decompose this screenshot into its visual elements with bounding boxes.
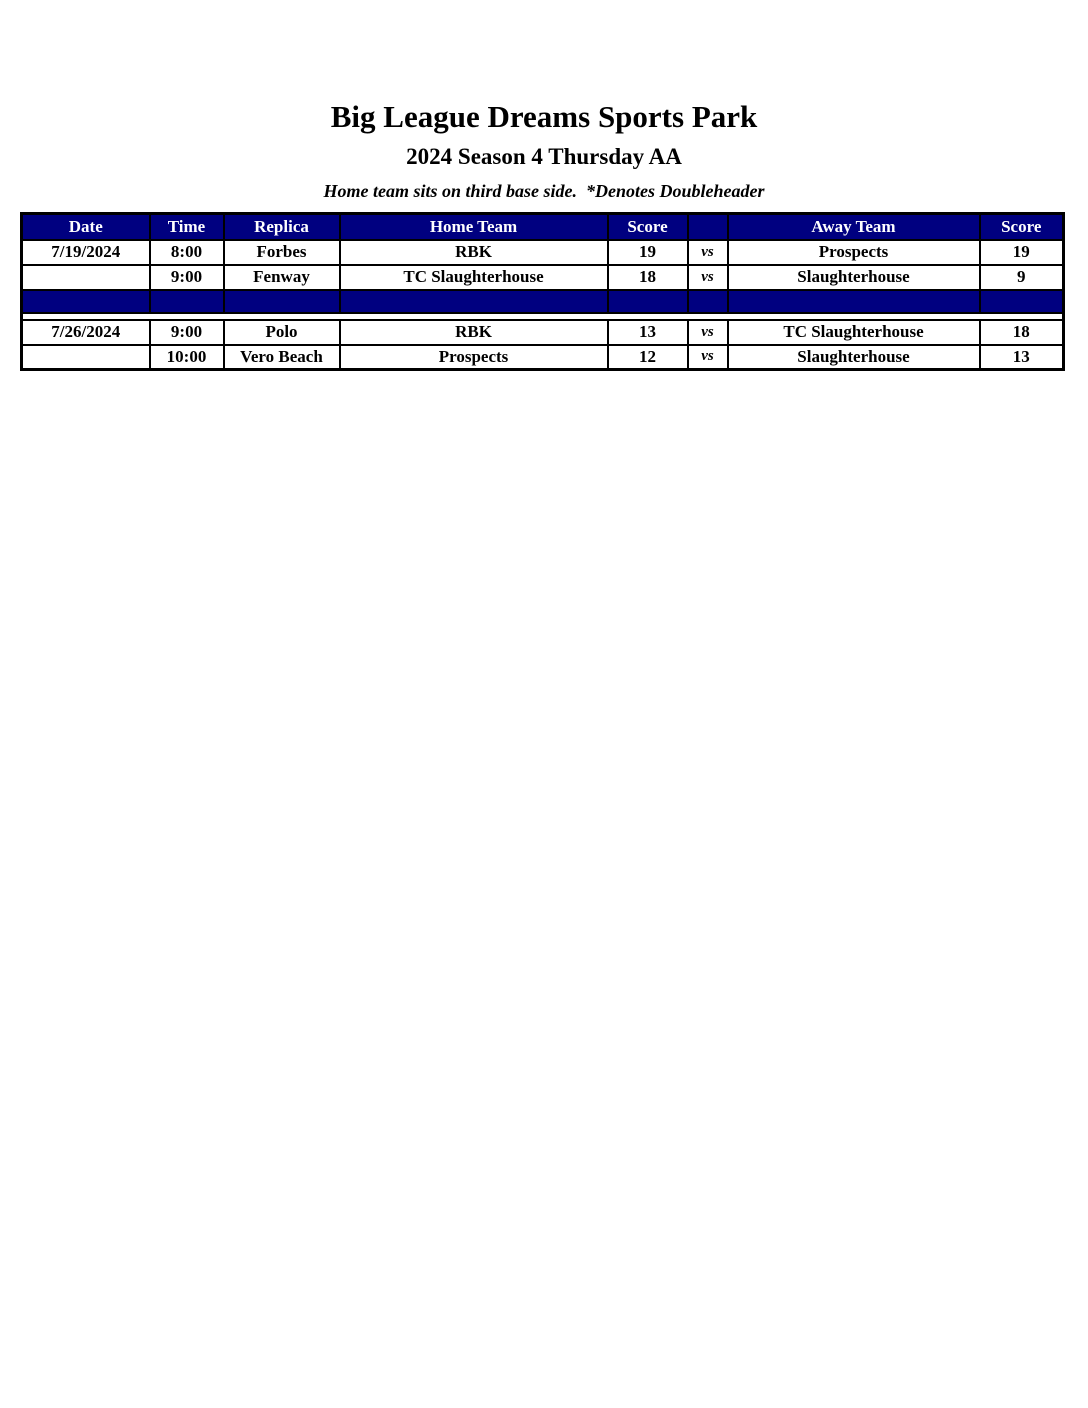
column-header-away-score: Score [978, 212, 1065, 241]
spacer-cell [607, 312, 688, 320]
column-header-away-team: Away Team [726, 212, 981, 241]
schedule-table-body: 7/19/2024 8:00 Forbes RBK 19 vs Prospects 19 9:0… [20, 238, 1065, 371]
game-row: 7/19/2024 8:00 Forbes RBK 19 vs Prospects 19 [20, 238, 1065, 266]
replica-cell: Vero Beach [222, 343, 341, 371]
vs-cell: vs [686, 263, 729, 291]
separator-cell [978, 288, 1065, 314]
header-row: Date Time Replica Home Team Score Away T… [20, 212, 1065, 241]
away-score-cell: 9 [978, 263, 1065, 291]
spacer-cell [223, 312, 340, 320]
date-cell [20, 343, 151, 371]
replica-cell: Forbes [222, 238, 341, 266]
date-cell: 7/26/2024 [20, 318, 151, 346]
game-row: 10:00 Vero Beach Prospects 12 vs Slaughterhou… [20, 343, 1065, 371]
spacer-cell [727, 312, 980, 320]
column-header-time: Time [148, 212, 225, 241]
schedule-table-header: Date Time Replica Home Team Score Away T… [20, 212, 1065, 241]
away-score-cell: 18 [978, 318, 1065, 346]
column-header-home-score: Score [606, 212, 689, 241]
replica-cell: Polo [222, 318, 341, 346]
replica-cell: Fenway [222, 263, 341, 291]
home-score-cell: 18 [606, 263, 689, 291]
vs-cell: vs [686, 318, 729, 346]
spacer-cell [687, 312, 728, 320]
column-header-date: Date [20, 212, 151, 241]
spacer-cell [149, 312, 224, 320]
time-cell: 8:00 [148, 238, 225, 266]
spacer-cell [21, 312, 150, 320]
schedule-table: Date Time Replica Home Team Score Away T… [20, 212, 1065, 371]
game-row: 9:00 Fenway TC Slaughterhouse 18 vs Slaughter… [20, 263, 1065, 291]
vs-cell: vs [686, 343, 729, 371]
separator-cell [222, 288, 341, 314]
game-row: 7/26/2024 9:00 Polo RBK 13 vs TC Slaughterhous… [20, 318, 1065, 346]
time-cell: 10:00 [148, 343, 225, 371]
home-team-cell: Prospects [338, 343, 609, 371]
page-title: Big League Dreams Sports Park [330, 99, 758, 134]
home-team-cell: TC Slaughterhouse [338, 263, 609, 291]
time-cell: 9:00 [148, 263, 225, 291]
separator-cell [338, 288, 609, 314]
away-team-cell: Slaughterhouse [726, 263, 981, 291]
column-header-vs [686, 212, 729, 241]
home-team-cell: RBK [338, 238, 609, 266]
separator-cell [726, 288, 981, 314]
date-cell [20, 263, 151, 291]
spacer-cell [339, 312, 608, 320]
page-header: Big League Dreams Sports Park 2024 Seaso… [0, 0, 1088, 202]
separator-cell [686, 288, 729, 314]
spacer-row [21, 312, 1064, 320]
vs-cell: vs [686, 238, 729, 266]
home-score-cell: 12 [606, 343, 689, 371]
column-header-home-team: Home Team [338, 212, 609, 241]
date-cell: 7/19/2024 [20, 238, 151, 266]
home-score-cell: 13 [606, 318, 689, 346]
home-team-cell: RBK [338, 318, 609, 346]
column-header-replica: Replica [222, 212, 341, 241]
separator-cell [148, 288, 225, 314]
separator-cell [20, 288, 151, 314]
away-score-cell: 13 [978, 343, 1065, 371]
season-subtitle: 2024 Season 4 Thursday AA [406, 144, 682, 169]
separator-row [20, 288, 1065, 314]
away-team-cell: Prospects [726, 238, 981, 266]
spacer-cell [979, 312, 1064, 320]
away-team-cell: Slaughterhouse [726, 343, 981, 371]
away-team-cell: TC Slaughterhouse [726, 318, 981, 346]
away-score-cell: 19 [978, 238, 1065, 266]
home-team-note: Home team sits on third base side. *Deno… [323, 181, 765, 201]
home-score-cell: 19 [606, 238, 689, 266]
separator-cell [606, 288, 689, 314]
time-cell: 9:00 [148, 318, 225, 346]
